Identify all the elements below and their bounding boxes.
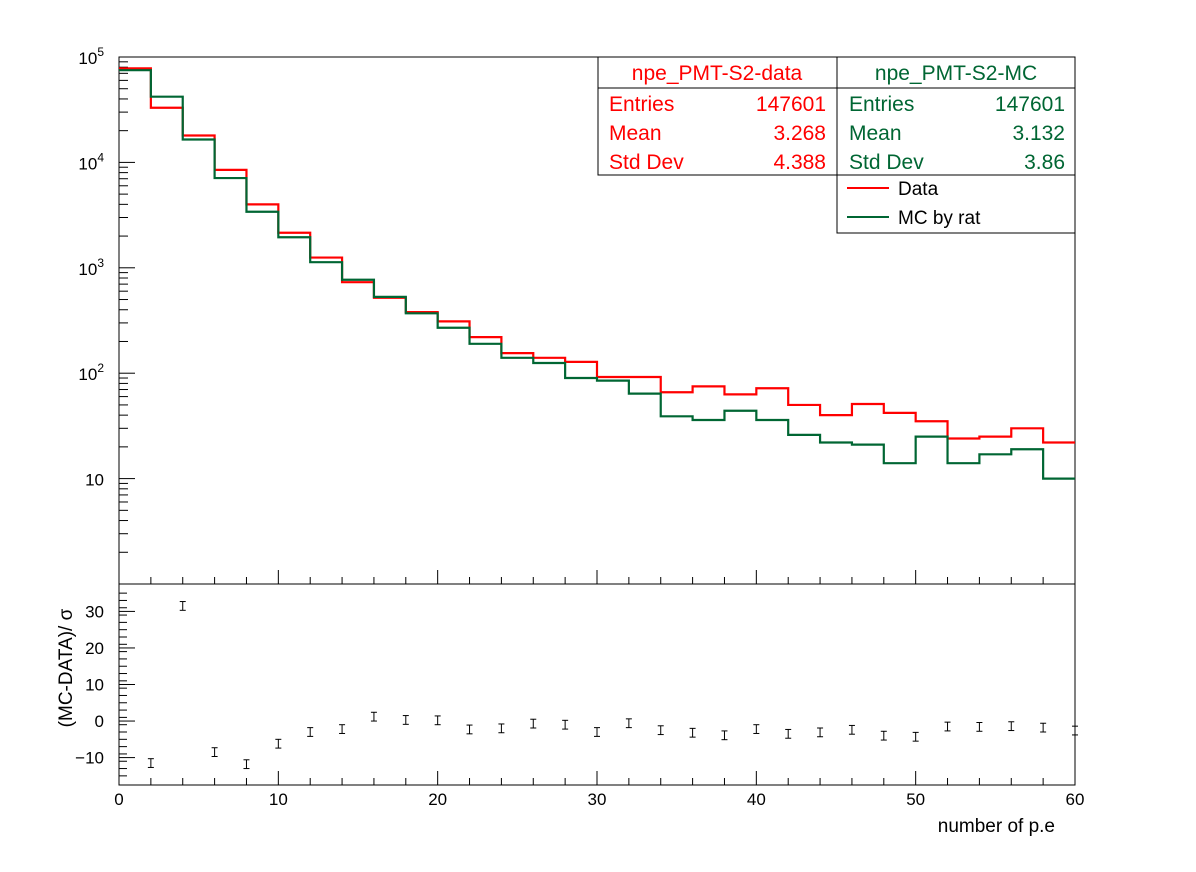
x-tick-labels: 0 10 20 30 40 50 60	[114, 790, 1084, 809]
y-tick-label: 105	[78, 45, 104, 68]
ratio-x-ticks	[118, 771, 1076, 785]
x-tick-label: 20	[428, 790, 447, 809]
stats-box-data-entries-label: Entries	[609, 93, 674, 116]
x-tick-label: 50	[906, 790, 925, 809]
stats-box-data-frame	[597, 56, 838, 176]
top-histogram-panel: 10 102 103 104 105 npe_PMT-S2-data Entries 1…	[78, 45, 1076, 585]
ratio-point	[466, 724, 473, 735]
y-axis-title: (MC-DATA)/ σ	[56, 608, 77, 727]
stats-box-data-title: npe_PMT-S2-data	[632, 62, 803, 85]
x-tick-label: 30	[588, 790, 607, 809]
ratio-point	[785, 728, 792, 739]
legend: Data MC by rat	[836, 174, 1076, 234]
ratio-point	[307, 727, 314, 737]
ratio-point	[944, 721, 951, 732]
ratio-point	[211, 747, 218, 757]
stats-box-data-stddev-label: Std Dev	[609, 151, 684, 174]
ratio-point	[817, 727, 824, 738]
stats-box-data-mean-label: Mean	[609, 122, 662, 145]
y-tick-label: 104	[78, 150, 104, 173]
ratio-point	[562, 719, 569, 730]
ratio-point	[657, 725, 664, 736]
ratio-panel: −10 0 10 20 30 0 10 20 30 40 50 60 number of p.e (…	[56, 583, 1084, 837]
ratio-point	[625, 718, 632, 729]
top-y-minor-ticks	[119, 61, 128, 553]
stats-box-mc-mean-label: Mean	[849, 122, 902, 145]
ratio-point	[976, 722, 983, 732]
ratio-point	[912, 731, 919, 742]
ratio-point	[848, 724, 855, 735]
ratio-point	[498, 723, 505, 734]
ratio-point	[594, 727, 600, 737]
ratio-point	[402, 715, 409, 725]
ratio-y-tick-label: 20	[85, 639, 104, 658]
ratio-y-ticks	[119, 592, 135, 777]
top-y-tick-labels: 10 102 103 104 105	[78, 45, 104, 490]
stats-box-data: npe_PMT-S2-data Entries 147601 Mean 3.26…	[597, 56, 838, 176]
x-axis-title: number of p.e	[938, 816, 1055, 837]
x-tick-label: 0	[114, 790, 123, 809]
stats-box-mc-mean-value: 3.132	[1012, 122, 1065, 145]
ratio-point	[1072, 725, 1078, 736]
y-tick-label: 102	[78, 361, 104, 384]
ratio-y-tick-label: 30	[85, 602, 104, 621]
legend-frame	[836, 174, 1076, 234]
ratio-point	[689, 727, 696, 738]
stats-box-mc-entries-label: Entries	[849, 93, 914, 116]
ratio-y-tick-labels: −10 0 10 20 30	[75, 602, 104, 767]
stats-box-mc-stddev-label: Std Dev	[849, 151, 924, 174]
ratio-point	[1008, 721, 1015, 732]
ratio-point	[370, 711, 377, 722]
legend-label-data: Data	[898, 179, 939, 200]
ratio-point	[1040, 722, 1047, 733]
ratio-point	[179, 601, 186, 611]
stats-box-data-stddev-value: 4.388	[773, 151, 826, 174]
stats-box-data-mean-value: 3.268	[773, 122, 826, 145]
x-tick-label: 60	[1066, 790, 1085, 809]
ratio-y-tick-label: −10	[75, 749, 104, 768]
histogram-line-mc	[119, 69, 1075, 480]
stats-box-mc-entries-value: 147601	[995, 93, 1065, 116]
legend-label-mc: MC by rat	[898, 208, 981, 229]
stats-box-mc-frame	[836, 56, 1076, 176]
stats-box-data-entries-value: 147601	[756, 93, 826, 116]
stats-box-mc: npe_PMT-S2-MC Entries 147601 Mean 3.132 …	[836, 56, 1076, 176]
ratio-point	[275, 738, 282, 749]
ratio-point	[243, 759, 250, 770]
ratio-point	[434, 715, 441, 726]
ratio-point	[147, 758, 154, 768]
y-tick-label: 10	[85, 471, 104, 490]
ratio-y-tick-label: 10	[85, 676, 104, 695]
ratio-points	[147, 601, 1078, 770]
stats-box-mc-title: npe_PMT-S2-MC	[875, 62, 1037, 85]
histogram-series	[119, 67, 1075, 480]
x-tick-label: 10	[269, 790, 288, 809]
ratio-point	[880, 730, 887, 741]
ratio-point	[339, 724, 346, 734]
ratio-point	[530, 718, 537, 729]
y-tick-label: 103	[78, 256, 104, 279]
ratio-y-tick-label: 0	[95, 712, 104, 731]
x-tick-label: 40	[747, 790, 766, 809]
stats-box-mc-stddev-value: 3.86	[1024, 151, 1065, 174]
ratio-point	[721, 730, 728, 741]
top-x-ticks	[118, 570, 1076, 584]
ratio-point	[753, 724, 760, 734]
